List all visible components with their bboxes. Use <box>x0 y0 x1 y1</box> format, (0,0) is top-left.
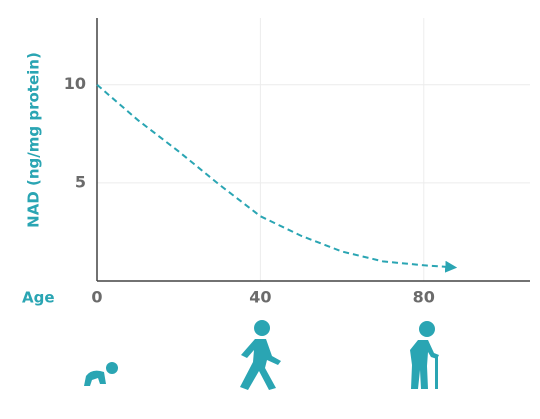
grid <box>96 18 530 281</box>
data-line <box>96 83 458 273</box>
x-tick-label: 0 <box>91 288 102 307</box>
x-tick-label: 40 <box>249 288 271 307</box>
x-axis-label: Age <box>22 289 55 307</box>
walking-icon <box>240 320 281 390</box>
y-tick-label: 10 <box>64 74 86 93</box>
y-tick-label: 5 <box>75 172 86 191</box>
elderly-icon <box>410 321 439 389</box>
x-tick-label: 80 <box>413 288 435 307</box>
baby-icon <box>84 362 118 386</box>
y-axis-label: NAD (ng/mg protein) <box>25 52 43 228</box>
